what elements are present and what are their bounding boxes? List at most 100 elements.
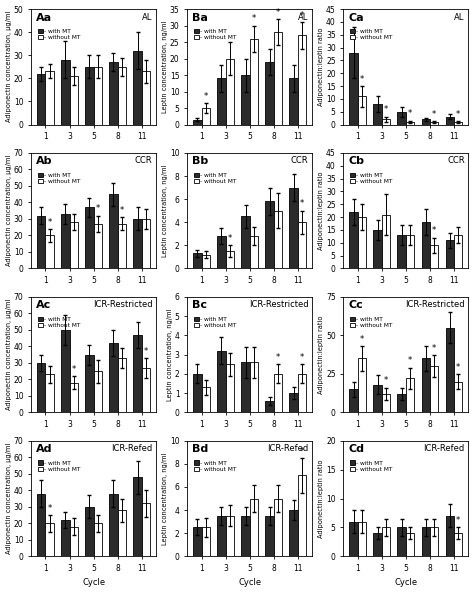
Text: *: *: [432, 344, 436, 353]
Text: AL: AL: [454, 12, 465, 21]
Text: ICR-Refed: ICR-Refed: [267, 444, 309, 453]
Bar: [133, 50, 142, 125]
Bar: [109, 62, 118, 125]
Text: Cc: Cc: [348, 300, 363, 310]
Y-axis label: Adiponectin concentration, μg/ml: Adiponectin concentration, μg/ml: [6, 443, 11, 554]
Bar: [46, 523, 54, 556]
Text: *: *: [300, 353, 304, 362]
Bar: [430, 246, 438, 269]
Text: Ac: Ac: [36, 300, 51, 310]
Bar: [217, 516, 226, 556]
Text: *: *: [360, 75, 364, 84]
Bar: [298, 476, 306, 556]
Legend: - with MT, - without MT: - with MT, - without MT: [192, 27, 238, 42]
Bar: [274, 211, 282, 269]
Bar: [226, 251, 234, 269]
Bar: [46, 71, 54, 125]
Bar: [406, 533, 414, 556]
Bar: [298, 374, 306, 412]
Y-axis label: Leptin concentration, ng/ml: Leptin concentration, ng/ml: [162, 164, 168, 257]
Bar: [133, 335, 142, 412]
Bar: [133, 477, 142, 556]
Text: *: *: [300, 199, 304, 208]
Bar: [70, 76, 78, 125]
Text: Bc: Bc: [192, 300, 207, 310]
Bar: [290, 78, 298, 125]
Text: CCR: CCR: [447, 157, 465, 165]
Y-axis label: Adiponectin concentration, μg/ml: Adiponectin concentration, μg/ml: [6, 299, 11, 410]
Text: *: *: [456, 362, 460, 372]
Bar: [358, 522, 366, 556]
Legend: - with MT, - without MT: - with MT, - without MT: [349, 27, 394, 42]
Bar: [70, 222, 78, 269]
Text: *: *: [144, 346, 148, 356]
Bar: [109, 343, 118, 412]
Bar: [398, 394, 406, 412]
Text: Ca: Ca: [348, 12, 364, 23]
Bar: [93, 67, 102, 125]
Bar: [93, 224, 102, 269]
Bar: [274, 499, 282, 556]
Bar: [398, 527, 406, 556]
Bar: [118, 510, 126, 556]
Text: ICR-Refed: ICR-Refed: [423, 444, 465, 453]
Bar: [358, 217, 366, 269]
Text: *: *: [47, 218, 52, 227]
Bar: [142, 503, 150, 556]
Text: *: *: [300, 11, 304, 20]
Y-axis label: Adiponectin concentration, μg/ml: Adiponectin concentration, μg/ml: [6, 11, 11, 122]
Bar: [201, 387, 210, 412]
Legend: - with MT, - without MT: - with MT, - without MT: [192, 171, 238, 186]
Legend: - with MT, - without MT: - with MT, - without MT: [349, 315, 394, 330]
Bar: [226, 516, 234, 556]
Bar: [446, 117, 454, 125]
X-axis label: Cycle: Cycle: [82, 578, 105, 588]
Text: *: *: [456, 110, 460, 119]
Bar: [421, 119, 430, 125]
Y-axis label: Adiponectin concentration, μg/ml: Adiponectin concentration, μg/ml: [6, 155, 11, 266]
Y-axis label: Adiponectin:leptin ratio: Adiponectin:leptin ratio: [318, 27, 324, 106]
Text: Bd: Bd: [192, 444, 209, 454]
Bar: [226, 59, 234, 125]
Bar: [374, 104, 382, 125]
Bar: [70, 527, 78, 556]
Bar: [85, 208, 93, 269]
Bar: [250, 236, 258, 269]
Bar: [37, 74, 46, 125]
Bar: [201, 108, 210, 125]
Legend: - with MT, - without MT: - with MT, - without MT: [349, 171, 394, 186]
Bar: [454, 122, 463, 125]
Text: *: *: [72, 365, 76, 374]
Bar: [349, 389, 358, 412]
Bar: [349, 522, 358, 556]
Bar: [374, 230, 382, 269]
Text: *: *: [300, 447, 304, 456]
Text: CCR: CCR: [135, 157, 153, 165]
Text: ICR-Refed: ICR-Refed: [111, 444, 153, 453]
Text: Ab: Ab: [36, 157, 53, 167]
Bar: [70, 382, 78, 412]
Text: *: *: [408, 109, 412, 119]
Bar: [454, 533, 463, 556]
Bar: [382, 119, 390, 125]
Text: *: *: [96, 205, 100, 213]
Text: *: *: [432, 110, 436, 119]
Bar: [430, 527, 438, 556]
Text: *: *: [120, 206, 124, 215]
Bar: [133, 219, 142, 269]
Text: *: *: [456, 516, 460, 525]
Legend: - with MT, - without MT: - with MT, - without MT: [36, 171, 82, 186]
Bar: [374, 385, 382, 412]
Bar: [374, 533, 382, 556]
Text: Ba: Ba: [192, 12, 208, 23]
Legend: - with MT, - without MT: - with MT, - without MT: [36, 27, 82, 42]
Bar: [85, 355, 93, 412]
Text: Ad: Ad: [36, 444, 53, 454]
Bar: [241, 216, 250, 269]
Y-axis label: Adiponectin:leptin ratio: Adiponectin:leptin ratio: [318, 459, 324, 538]
Bar: [398, 111, 406, 125]
Bar: [37, 493, 46, 556]
Bar: [142, 219, 150, 269]
Legend: - with MT, - without MT: - with MT, - without MT: [36, 459, 82, 474]
Bar: [421, 358, 430, 412]
